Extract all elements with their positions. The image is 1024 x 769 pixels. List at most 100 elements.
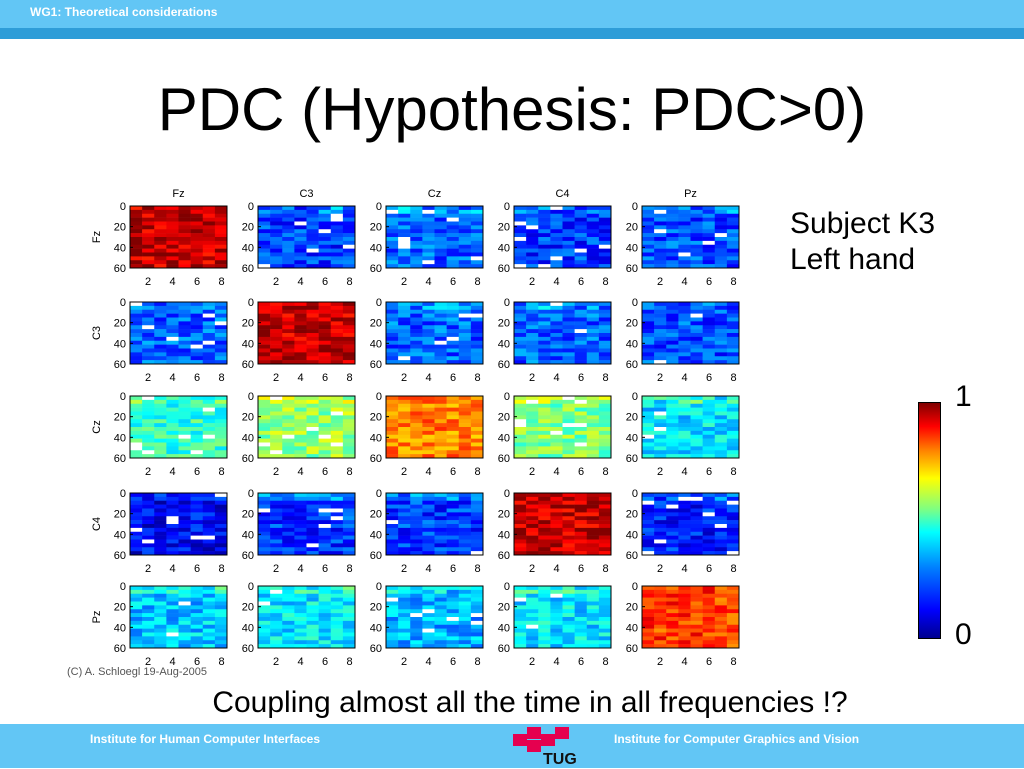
heatmap-cell <box>526 217 539 222</box>
heatmap-cell <box>654 360 667 365</box>
heatmap-cell <box>714 411 728 416</box>
heatmap-cell <box>666 233 679 238</box>
heatmap-cell <box>538 399 551 405</box>
heatmap-cell <box>470 632 484 637</box>
heatmap-cell <box>258 531 271 536</box>
heatmap-cell <box>318 524 332 529</box>
heatmap-cell <box>586 206 600 211</box>
heatmap-cell <box>690 217 703 222</box>
heatmap-cell <box>422 624 435 629</box>
heatmap-cell <box>202 244 216 249</box>
heatmap-cell <box>562 593 575 598</box>
heatmap-cell <box>538 302 551 307</box>
heatmap-cell <box>202 500 216 505</box>
heatmap-cell <box>178 636 191 641</box>
heatmap-cell <box>538 209 551 215</box>
heatmap-cell <box>178 624 191 629</box>
y-tick-label: 60 <box>370 550 382 562</box>
heatmap-cell <box>702 516 716 521</box>
heatmap-cell <box>642 399 655 405</box>
heatmap-cell <box>666 496 679 502</box>
heatmap-cell <box>470 221 484 226</box>
heatmap-cell <box>130 450 143 455</box>
heatmap-cell <box>294 636 307 641</box>
heatmap-cell <box>282 344 295 349</box>
heatmap-cell <box>574 252 588 257</box>
heatmap-cell <box>666 217 679 222</box>
heatmap-cell <box>398 605 411 610</box>
heatmap-cell <box>458 496 472 502</box>
heatmap-cell <box>270 504 283 509</box>
heatmap-cell <box>434 305 447 311</box>
heatmap-cell <box>574 325 588 330</box>
heatmap-cell <box>470 240 484 246</box>
heatmap-cell <box>598 508 612 513</box>
heatmap-cell <box>550 454 563 459</box>
x-tick-label: 8 <box>474 276 480 288</box>
heatmap-cell <box>538 438 551 443</box>
heatmap-cell <box>178 605 191 610</box>
heatmap-cell <box>422 605 435 610</box>
x-tick-label: 2 <box>529 372 535 384</box>
heatmap-cell <box>526 520 539 525</box>
heatmap-cell <box>598 609 612 614</box>
heatmap-cell <box>318 213 332 218</box>
heatmap-cell <box>342 348 356 353</box>
heatmap-cell <box>202 434 216 439</box>
heatmap-cell <box>586 233 600 238</box>
heatmap-cell <box>294 632 307 637</box>
heatmap-cell <box>178 248 191 253</box>
heatmap-cell <box>154 423 167 428</box>
heatmap-cell <box>306 229 319 234</box>
heatmap-cell <box>190 256 204 261</box>
heatmap-cell <box>270 305 283 311</box>
heatmap-cell <box>398 256 411 261</box>
heatmap-cell <box>318 419 332 424</box>
heatmap-cell <box>434 244 447 249</box>
heatmap-cell <box>282 419 295 424</box>
heatmap-cell <box>202 454 216 459</box>
heatmap-cell <box>258 438 271 443</box>
heatmap-cell <box>398 317 411 322</box>
heatmap-cell <box>294 321 307 326</box>
heatmap-cell <box>654 317 667 322</box>
heatmap-cell <box>470 229 484 234</box>
heatmap-cell <box>214 396 228 401</box>
heatmap-cell <box>550 605 563 610</box>
heatmap-cell <box>294 221 307 226</box>
heatmap-cell <box>514 419 527 424</box>
heatmap-cell <box>550 589 563 595</box>
subject-note: Subject K3 Left hand <box>790 206 935 278</box>
heatmap-cell <box>398 493 411 498</box>
heatmap-cell <box>598 209 612 215</box>
heatmap-cell <box>330 244 344 249</box>
heatmap-cell <box>690 628 703 633</box>
heatmap-cell <box>214 229 228 234</box>
y-tick-label: 40 <box>626 432 638 444</box>
heatmap-cell <box>330 329 344 334</box>
heatmap-cell <box>562 348 575 353</box>
heatmap-cell <box>306 309 319 314</box>
heatmap-cell <box>202 206 216 211</box>
x-tick-label: 8 <box>474 563 480 575</box>
heatmap-cell <box>458 221 472 226</box>
heatmap-cell <box>514 309 527 314</box>
heatmap-cell <box>598 593 612 598</box>
heatmap-cell <box>446 508 460 513</box>
heatmap-cell <box>386 244 399 249</box>
heatmap-cell <box>154 217 167 222</box>
heatmap-cell <box>142 309 155 314</box>
heatmap-cell <box>342 434 356 439</box>
heatmap-cell <box>154 601 167 606</box>
heatmap-cell <box>342 628 356 633</box>
x-tick-label: 8 <box>346 372 352 384</box>
heatmap-cell <box>550 325 563 330</box>
heatmap-cell <box>398 407 411 412</box>
heatmap-cell <box>410 217 423 222</box>
heatmap-cell <box>586 221 600 226</box>
heatmap-cell <box>294 628 307 633</box>
heatmap-cell <box>190 524 204 529</box>
heatmap-cell <box>214 252 228 257</box>
